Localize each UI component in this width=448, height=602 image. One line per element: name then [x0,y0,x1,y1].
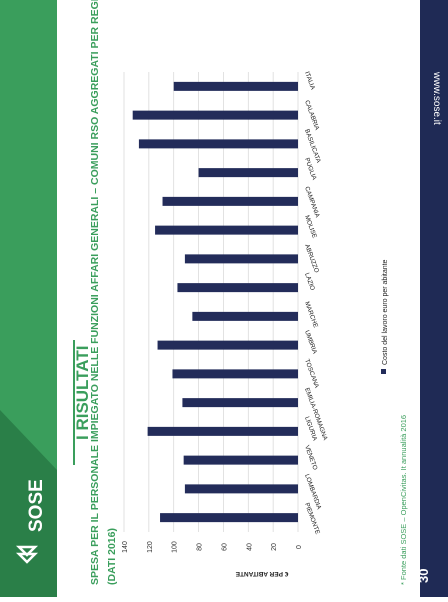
legend-label: Costo del lavoro euro per abitante [382,259,389,365]
x-tick-label: ITALIA [303,71,316,92]
page-number: 30 [416,569,431,583]
bar [160,513,298,523]
y-tick-label: 0 [296,545,303,549]
x-tick-label: MOLISE [303,214,318,239]
y-tick-label: 100 [172,541,179,553]
y-axis-label: € PER ABITANTE [235,570,288,577]
y-tick-label: 140 [122,541,129,553]
bar [172,369,298,379]
bar [155,225,298,235]
bar [183,455,298,465]
x-tick-label: UMBRIA [303,329,318,355]
band-accent [0,410,57,597]
y-tick-label: 40 [246,543,253,551]
brand-logo-icon [15,545,39,564]
bar [162,196,298,206]
legend-swatch [381,369,386,374]
x-tick-label: MARCHE [303,301,319,329]
bar [132,110,298,120]
bar [173,81,298,91]
x-tick-label: CAMPANIA [303,186,321,220]
bar [184,254,298,264]
bar [157,340,298,350]
x-tick-label: VENETO [303,444,318,471]
x-tick-label: CALABRIA [303,99,321,131]
bar-chart: 020406080100120140PIEMONTELOMBARDIAVENET… [122,71,389,577]
bar [192,311,298,321]
x-tick-label: TOSCANA [303,358,320,390]
bar [198,168,298,178]
x-tick-label: LAZIO [303,272,316,292]
chart-title-line-2: (DATI 2016) [106,528,118,585]
y-tick-label: 80 [197,543,204,551]
chart-title-line-1: SPESA PER IL PERSONALE IMPIEGATO NELLE F… [89,0,101,585]
brand-logo-text: SOSE [26,479,47,532]
y-tick-label: 60 [221,543,228,551]
brand-bar [420,0,448,597]
website-text: www.sose.it [431,71,442,125]
bar [184,484,298,494]
footnote: * Fonte dati SOSE – OpenCivitas. It annu… [399,415,408,585]
bar [182,398,298,408]
x-tick-label: ABRUZZO [303,243,320,274]
y-tick-label: 120 [147,541,154,553]
bar [138,139,298,149]
bar [177,283,298,293]
bar [147,426,298,436]
y-tick-label: 20 [271,543,278,551]
section-title: I RISULTATI [73,346,92,440]
